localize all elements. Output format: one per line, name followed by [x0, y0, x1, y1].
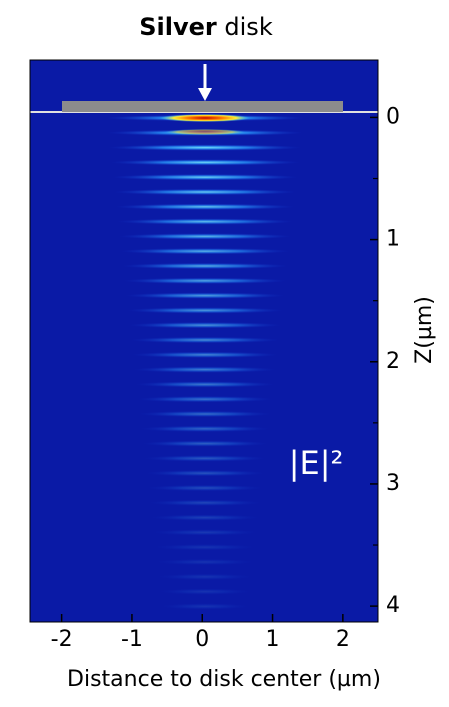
fringe — [150, 514, 260, 521]
fringe — [120, 248, 290, 255]
fringe — [160, 603, 250, 610]
y-tick-label: 2 — [386, 349, 400, 374]
fringe — [135, 381, 275, 388]
fringe — [140, 425, 270, 432]
fringe — [113, 188, 297, 196]
fringe — [115, 203, 295, 210]
fringe — [141, 440, 269, 447]
fringe — [108, 144, 302, 151]
title-bold: Silver — [139, 13, 217, 41]
silver-disk — [62, 101, 343, 112]
warm-fringe — [165, 129, 245, 135]
fringe — [146, 484, 264, 492]
y-tick-label: 1 — [386, 227, 400, 252]
y-tick-label: 4 — [386, 593, 400, 618]
title-rest: disk — [224, 13, 272, 41]
fringe — [126, 307, 284, 314]
fringe — [136, 396, 274, 403]
fringe — [158, 588, 252, 595]
fringe — [110, 159, 300, 166]
fringe — [131, 351, 279, 358]
y-tick-label: 0 — [386, 104, 400, 129]
fringe — [111, 174, 299, 181]
x-axis-label: Distance to disk center (µm) — [67, 667, 381, 692]
x-tick-label: 1 — [266, 627, 280, 652]
fringe — [121, 262, 289, 270]
x-tick-label: 0 — [195, 627, 209, 652]
plot-frame — [29, 59, 379, 623]
y-tick-label: 3 — [386, 471, 400, 496]
fringe — [148, 499, 262, 506]
fringe — [133, 366, 277, 373]
fringe — [128, 322, 282, 329]
fringe — [116, 218, 294, 225]
fringe — [138, 410, 272, 418]
y-axis-label: Z(µm) — [412, 296, 437, 364]
fringe — [151, 529, 259, 536]
x-tick-label: -1 — [121, 627, 143, 652]
hot-spot — [160, 114, 250, 122]
field-map — [105, 114, 305, 610]
annotation: |E|² — [289, 444, 344, 482]
fringe — [145, 470, 265, 477]
fringe — [118, 233, 292, 240]
fringe — [125, 292, 285, 299]
fringe — [143, 455, 267, 462]
fringe — [130, 336, 280, 344]
x-tick-label: 2 — [336, 627, 350, 652]
fringe — [153, 544, 257, 551]
arrow-head — [198, 88, 212, 101]
x-tick-label: -2 — [51, 627, 73, 652]
chart-title: Silver disk — [139, 13, 273, 41]
fringe — [156, 573, 254, 580]
fringe — [123, 277, 287, 284]
fringe — [155, 558, 255, 566]
